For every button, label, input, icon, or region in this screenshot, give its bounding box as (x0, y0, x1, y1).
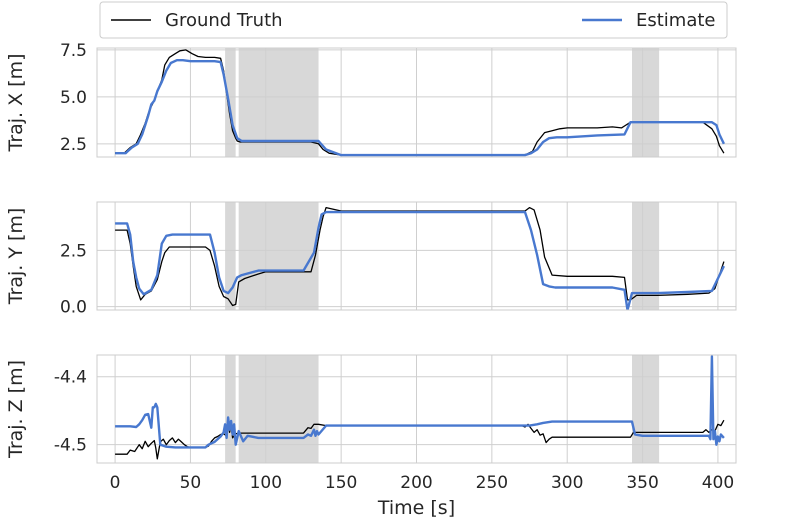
panels: 2.5 5.0 7.5 Traj. X [m] 0.0 2.5 Traj. Y [m] -4.… (5, 41, 737, 464)
shaded-interval-2 (238, 355, 319, 463)
legend: Ground Truth Estimate (99, 1, 728, 39)
shaded-interval-3 (632, 355, 660, 463)
y-axis-label: Traj. Y [m] (5, 208, 27, 306)
shaded-interval-3 (632, 48, 660, 157)
series-line-estimate (115, 210, 725, 310)
y-tick-label: -4.5 (54, 436, 87, 456)
x-tick-label: 0 (110, 473, 121, 493)
y-tick-label: -4.4 (54, 368, 87, 388)
y-axis-label: Traj. Z [m] (5, 360, 27, 459)
y-axis-label: Traj. X [m] (5, 53, 27, 152)
series-line-ground-truth (115, 419, 725, 460)
plot-frame (96, 47, 737, 158)
y-tick-label: 5.0 (60, 88, 87, 108)
shaded-interval-2 (238, 48, 319, 157)
x-tick-label: 250 (476, 473, 508, 493)
x-axis-label: Time [s] (377, 497, 455, 519)
panel-2: 0.0 2.5 Traj. Y [m] (5, 201, 737, 318)
legend-label-estimate: Estimate (636, 10, 716, 31)
shaded-interval-1 (225, 355, 236, 463)
x-tick-label: 150 (325, 473, 357, 493)
plot-frame (96, 201, 737, 311)
legend-box (99, 1, 728, 39)
legend-label-ground-truth: Ground Truth (165, 10, 283, 31)
x-tick-label: 400 (702, 473, 734, 493)
x-tick-label: 100 (250, 473, 282, 493)
series-line-estimate (115, 355, 725, 449)
y-tick-label: 0.0 (60, 298, 87, 318)
y-tick-label: 2.5 (60, 241, 87, 261)
y-tick-label: 2.5 (60, 135, 87, 155)
panel-3: -4.4 -4.5 Traj. Z [m] (5, 354, 737, 464)
x-tick-label: 350 (626, 473, 658, 493)
x-tick-label: 200 (400, 473, 432, 493)
shaded-interval-1 (225, 202, 236, 310)
shaded-interval-2 (238, 202, 319, 310)
series-line-estimate (115, 59, 725, 157)
panel-1: 2.5 5.0 7.5 Traj. X [m] (5, 41, 737, 158)
y-tick-label: 7.5 (60, 41, 87, 61)
x-tick-label: 50 (180, 473, 202, 493)
shaded-interval-1 (225, 48, 236, 157)
x-axis: Time [s] 0 50 100 150 200 250 300 350 400 (110, 473, 734, 519)
x-tick-label: 300 (551, 473, 583, 493)
plot-frame (96, 354, 737, 464)
